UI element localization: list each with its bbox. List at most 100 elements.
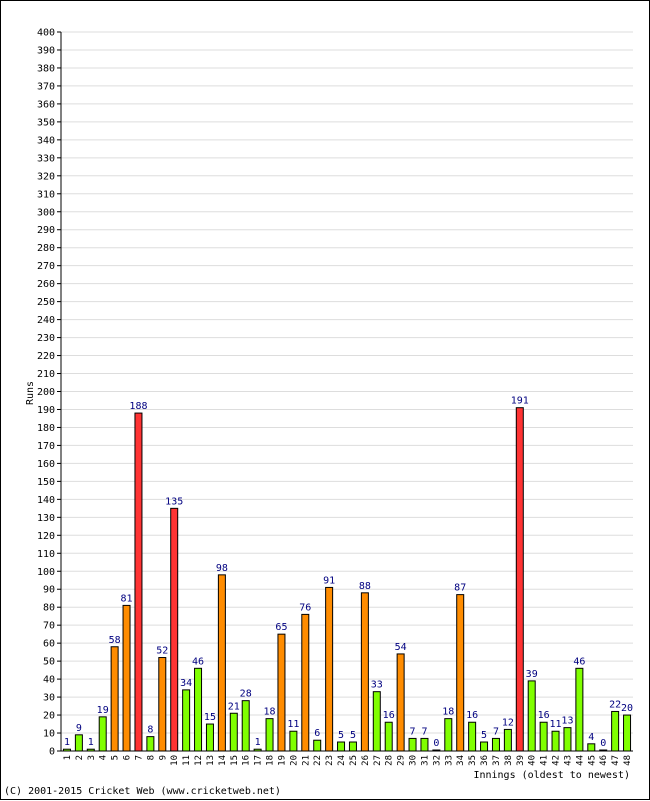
y-tick-label: 140 [37, 495, 55, 506]
x-tick-label: 36 [480, 755, 490, 766]
y-tick-label: 180 [37, 423, 55, 434]
x-tick-label: 24 [337, 755, 347, 766]
data-label: 5 [338, 730, 344, 741]
bar [444, 718, 453, 752]
y-tick-label: 220 [37, 351, 55, 362]
y-tick-label: 130 [37, 513, 55, 524]
y-tick-label: 170 [37, 441, 55, 452]
x-tick-label: 43 [563, 755, 573, 766]
y-tick-label: 160 [37, 459, 55, 470]
x-tick-label: 28 [385, 755, 395, 766]
bar [134, 412, 143, 752]
x-tick-label: 44 [575, 755, 585, 766]
y-tick-label: 340 [37, 135, 55, 146]
bar [539, 721, 548, 752]
bar [217, 574, 226, 752]
data-label: 52 [156, 646, 168, 657]
data-label: 91 [323, 575, 335, 586]
bar [122, 604, 131, 752]
bar [491, 737, 500, 752]
x-tick-label: 14 [218, 755, 228, 766]
x-tick-label: 3 [87, 755, 97, 760]
data-label: 1 [64, 737, 70, 748]
y-tick-label: 290 [37, 225, 55, 236]
y-tick-label: 90 [43, 585, 55, 596]
data-label: 20 [621, 703, 633, 714]
x-tick-label: 5 [111, 755, 121, 760]
bar [337, 741, 346, 752]
y-tick-label: 200 [37, 387, 55, 398]
data-label: 18 [442, 707, 454, 718]
x-tick-label: 23 [325, 755, 335, 766]
x-tick-label: 18 [266, 755, 276, 766]
bar [62, 748, 71, 752]
data-label: 16 [538, 710, 550, 721]
x-tick-label: 32 [432, 755, 442, 766]
bar [74, 734, 83, 752]
x-tick-label: 31 [420, 755, 430, 766]
y-tick-label: 230 [37, 333, 55, 344]
data-label: 22 [609, 699, 621, 710]
x-tick-label: 33 [444, 755, 454, 766]
x-tick-label: 42 [552, 755, 562, 766]
bar [289, 730, 298, 752]
data-label: 33 [371, 680, 383, 691]
x-tick-label: 20 [289, 755, 299, 766]
bar [372, 691, 381, 752]
data-label: 0 [600, 738, 606, 749]
data-label: 16 [466, 710, 478, 721]
bar [360, 592, 369, 752]
bar [205, 723, 214, 752]
x-tick-label: 46 [599, 755, 609, 766]
x-tick-label: 7 [134, 755, 144, 760]
y-tick-label: 60 [43, 639, 55, 650]
copyright-footer: (C) 2001-2015 Cricket Web (www.cricketwe… [4, 786, 281, 797]
bar [515, 407, 524, 752]
bar [527, 680, 536, 752]
bar [110, 646, 119, 752]
bar [563, 727, 572, 752]
data-label: 46 [573, 656, 585, 667]
bar [623, 714, 632, 752]
y-tick-label: 300 [37, 207, 55, 218]
bar [98, 716, 107, 752]
y-tick-label: 40 [43, 675, 55, 686]
x-tick-label: 25 [349, 755, 359, 766]
x-tick-label: 22 [313, 755, 323, 766]
x-tick-label: 48 [623, 755, 633, 766]
x-tick-label: 8 [146, 755, 156, 760]
bar [265, 718, 274, 752]
data-label: 98 [216, 563, 228, 574]
data-label: 54 [395, 642, 407, 653]
bar [432, 749, 441, 752]
y-tick-label: 80 [43, 603, 55, 614]
data-label: 8 [147, 725, 153, 736]
data-label: 1 [255, 737, 261, 748]
bar [170, 507, 179, 752]
data-label: 39 [526, 669, 538, 680]
y-tick-label: 20 [43, 711, 55, 722]
data-label: 15 [204, 712, 216, 723]
y-tick-label: 330 [37, 153, 55, 164]
y-tick-label: 260 [37, 279, 55, 290]
bar [408, 737, 417, 752]
data-label: 28 [240, 689, 252, 700]
bar [468, 721, 477, 752]
y-axis-label: Runs [25, 381, 36, 405]
data-label: 13 [561, 716, 573, 727]
y-tick-label: 320 [37, 171, 55, 182]
y-tick-label: 30 [43, 693, 55, 704]
x-tick-label: 21 [301, 755, 311, 766]
x-tick-label: 17 [254, 755, 264, 766]
data-label: 9 [76, 723, 82, 734]
data-label: 19 [97, 705, 109, 716]
bar [229, 712, 238, 752]
y-tick-label: 110 [37, 549, 55, 560]
y-tick-label: 10 [43, 729, 55, 740]
x-tick-label: 35 [468, 755, 478, 766]
data-label: 21 [228, 701, 240, 712]
x-tick-label: 12 [194, 755, 204, 766]
data-label: 5 [350, 730, 356, 741]
